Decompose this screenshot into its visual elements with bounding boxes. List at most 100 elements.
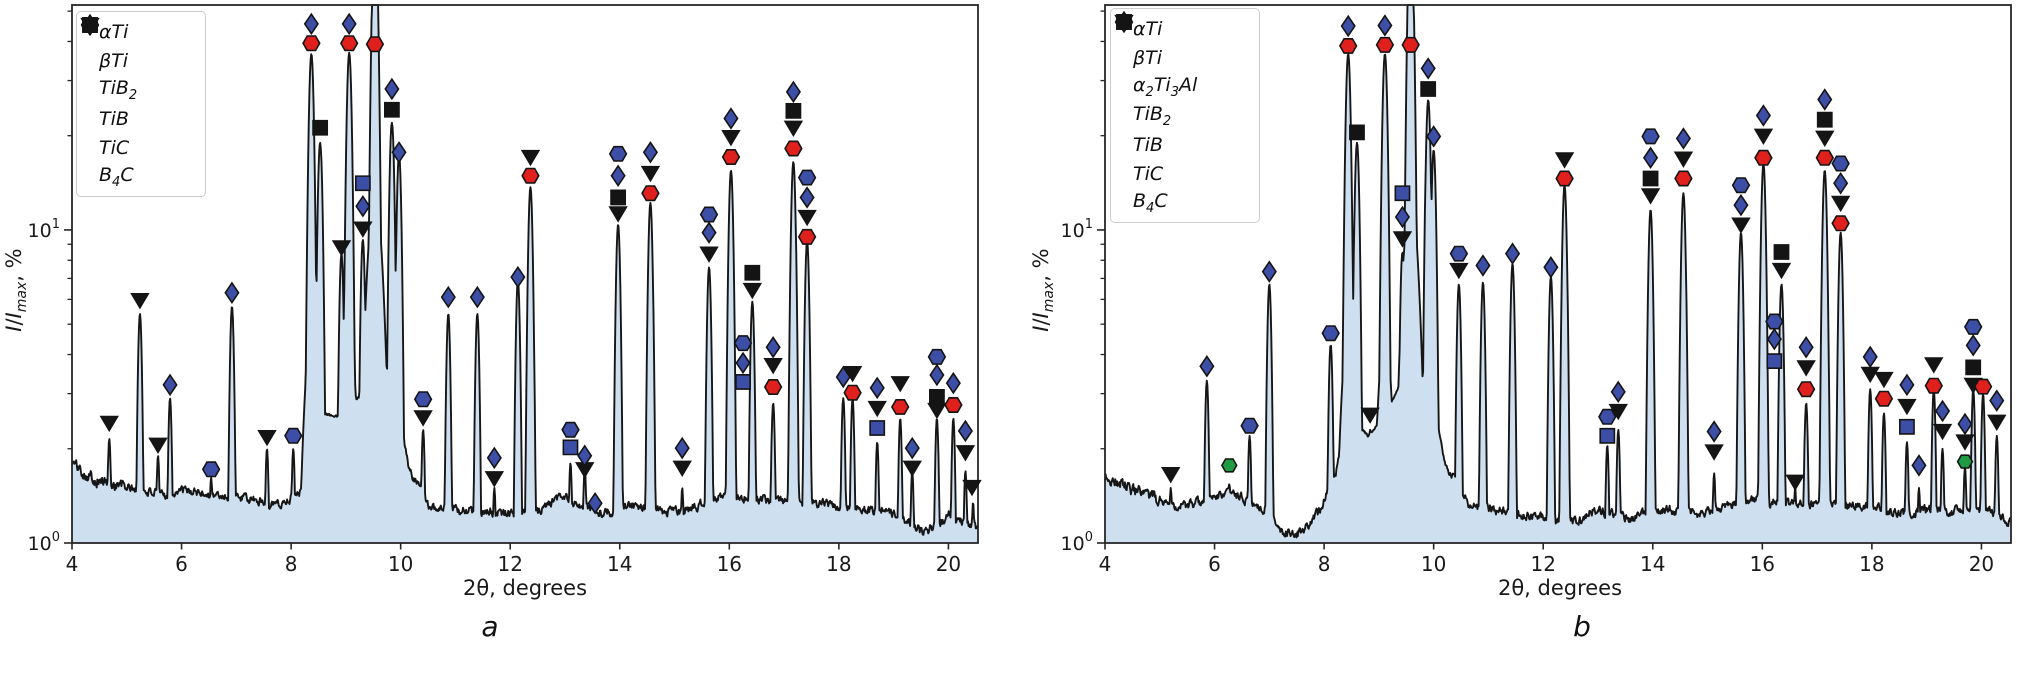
B4C-phase-marker <box>783 120 804 138</box>
TiB-phase-marker <box>1543 256 1559 279</box>
aTi-phase-marker <box>1796 381 1816 398</box>
TiB-phase-marker <box>224 281 240 304</box>
x-tick-label: 14 <box>607 552 632 576</box>
legend-item-TiB2: TiB2 <box>80 17 195 104</box>
legend-label-TiB2: TiB2 <box>1133 102 1172 129</box>
TiB-phase-marker <box>1420 57 1436 80</box>
TiB-phase-marker <box>904 436 920 460</box>
legend-item-B4C: B4C <box>1114 14 1249 217</box>
x-axis-label-b: 2θ, degrees <box>1497 576 1623 600</box>
triangle-down-icon <box>1114 14 1134 32</box>
x-tick-label: 16 <box>717 552 742 576</box>
TiC-phase-marker <box>383 101 400 118</box>
y-axis-ticks-b: 100 101 <box>1061 10 1105 555</box>
B4C-phase-marker <box>1924 357 1944 374</box>
TiB-phase-marker <box>723 107 739 130</box>
x-axis-label-a: 2θ, degrees <box>462 576 588 600</box>
TiB-phase-marker <box>1934 399 1951 423</box>
B4C-phase-marker <box>842 365 863 383</box>
TiB2-phase-marker <box>733 335 753 352</box>
TiB-phase-marker <box>1766 327 1782 351</box>
TiB-phase-marker <box>587 491 603 515</box>
aTi-phase-marker <box>641 185 660 202</box>
legend-item-TiC: TiC <box>82 17 195 162</box>
y-axis-ticks-a: 100 101 <box>28 10 72 555</box>
triangle-down-icon <box>80 17 100 35</box>
TiB-phase-marker <box>510 265 526 289</box>
TiB2-phase-marker <box>561 421 580 438</box>
bTi-phase-marker <box>354 175 371 192</box>
legend-a: αTi βTi TiB2 TiB TiC B4C <box>76 11 206 197</box>
B4C-phase-marker <box>1640 188 1661 205</box>
TiB-phase-marker <box>341 12 357 36</box>
aTi-phase-marker <box>1338 38 1358 54</box>
B4C-phase-marker <box>797 209 817 227</box>
TiB-phase-marker <box>1862 345 1878 369</box>
y-tick-label: 100 <box>28 530 60 555</box>
TiB-phase-marker <box>1733 193 1749 217</box>
TiB-phase-marker <box>1643 146 1659 170</box>
x-tick-label: 6 <box>175 552 188 576</box>
aTi-phase-marker <box>521 167 540 184</box>
aTi-phase-marker <box>763 379 783 395</box>
TiB-phase-marker <box>1426 125 1442 148</box>
TiB-phase-marker <box>785 80 801 104</box>
phase-markers-b <box>1161 14 2007 491</box>
x-tick-label: 14 <box>1640 552 1665 576</box>
bTi-phase-marker <box>1766 353 1783 370</box>
legend-label-TiB: TiB <box>99 107 129 130</box>
TiB-phase-marker <box>642 141 659 164</box>
TiB-phase-marker <box>957 419 973 443</box>
TiB-phase-marker <box>1957 412 1973 436</box>
B4C-phase-marker <box>927 402 947 420</box>
aTi-phase-marker <box>365 36 385 53</box>
legend-label-TiB2: TiB2 <box>99 76 138 103</box>
TiB2-phase-marker <box>284 427 303 444</box>
TiB-phase-marker <box>577 444 593 467</box>
aTi-phase-marker <box>1815 149 1835 166</box>
TiC-phase-marker <box>1965 359 1982 376</box>
TiB-phase-marker <box>1475 254 1491 277</box>
TiB-phase-marker <box>1833 171 1849 195</box>
B4C-phase-marker <box>902 460 922 477</box>
B4C-phase-marker <box>1608 403 1628 421</box>
TiB-phase-marker <box>469 285 485 309</box>
TiB2-phase-marker <box>201 461 221 478</box>
x-tick-label: 12 <box>497 552 522 576</box>
B4C-phase-marker <box>890 376 910 393</box>
TiB-phase-marker <box>765 336 781 359</box>
x-tick-label: 12 <box>1530 552 1555 576</box>
aTi-phase-marker <box>302 35 321 52</box>
TiC-phase-marker <box>929 388 945 405</box>
TiB2-phase-marker <box>797 169 817 186</box>
x-tick-label: 10 <box>388 552 413 576</box>
B4C-phase-marker <box>1771 262 1792 280</box>
TiC-phase-marker <box>610 189 627 206</box>
TiB-phase-marker <box>929 363 945 387</box>
B4C-phase-marker <box>1874 371 1894 389</box>
legend-label-bTi: βTi <box>99 49 129 72</box>
TiB-phase-marker <box>391 141 407 164</box>
TiB-phase-marker <box>1199 354 1215 378</box>
TiB-phase-marker <box>610 164 626 187</box>
legend-item-aTi: αTi <box>80 17 195 46</box>
panel-b: 4 6 8 10 12 14 16 18 20 100 101 <box>1061 4 2012 576</box>
legend-item-TiB: TiB <box>1116 10 1249 159</box>
legend-item-bTi: βTi <box>1116 14 1249 72</box>
TiB2-phase-marker <box>1240 417 1259 434</box>
legend-item-TiC: TiC <box>1116 14 1249 188</box>
TiC-phase-marker <box>1642 170 1659 187</box>
aTi-phase-marker <box>797 228 817 245</box>
bTi-phase-marker <box>1899 418 1915 435</box>
aTi-phase-marker <box>843 384 862 401</box>
TiB-phase-marker <box>1989 389 2005 412</box>
TiB2-phase-marker <box>1598 408 1617 425</box>
B4C-phase-marker <box>1554 152 1575 169</box>
B4C-phase-marker <box>257 429 277 447</box>
x-tick-label: 8 <box>285 552 298 576</box>
aTi-phase-marker <box>1555 170 1574 187</box>
aTi-phase-marker <box>1674 170 1693 187</box>
x-tick-label: 6 <box>1208 552 1221 576</box>
B4C-phase-marker <box>520 149 541 167</box>
